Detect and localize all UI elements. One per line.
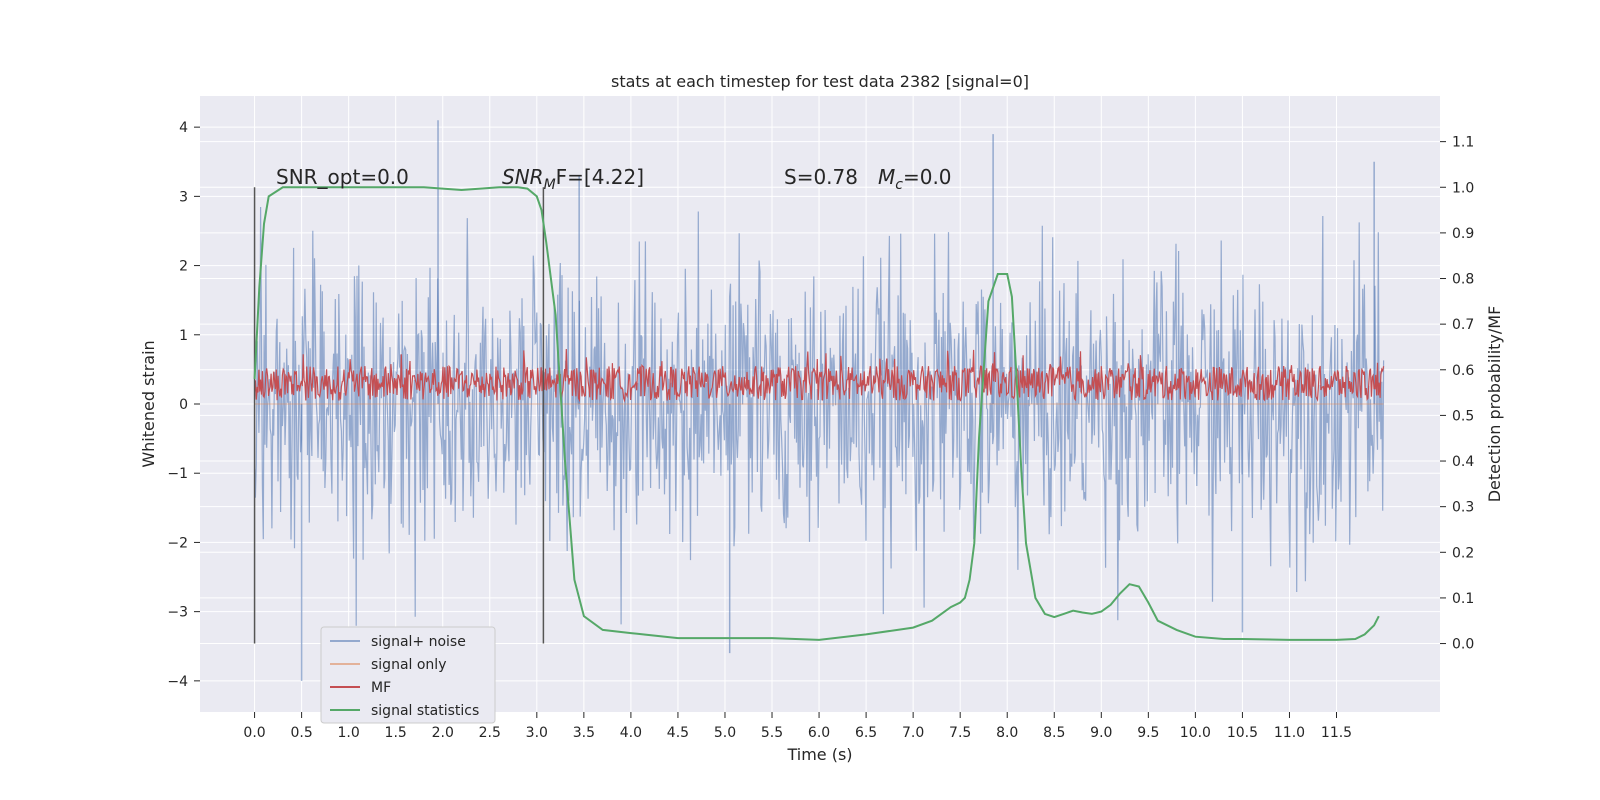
series-line-mf — [254, 348, 1385, 403]
x-tick-label: 1.0 — [338, 725, 360, 741]
x-tick-label: 6.5 — [855, 725, 877, 741]
y-right-tick-label: 0.5 — [1452, 408, 1474, 424]
series-line-signal-statistics — [253, 186, 1380, 641]
y-axis-label: Whitened strain — [139, 340, 158, 467]
legend-label-signal-only: signal only — [371, 657, 446, 673]
x-tick-label: 3.5 — [573, 725, 595, 741]
x-tick-label: 8.0 — [996, 725, 1018, 741]
x-tick-label: 7.0 — [902, 725, 924, 741]
legend-label-signal-noise: signal+ noise — [371, 634, 466, 650]
x-tick-label: 4.0 — [620, 725, 642, 741]
legend-label-signal-statistics: signal statistics — [371, 703, 479, 719]
x-tick-label: 4.5 — [667, 725, 689, 741]
annotation-mc-label: M — [878, 165, 895, 189]
x-tick-label: 7.5 — [949, 725, 971, 741]
y-right-tick-label: 0.3 — [1452, 500, 1474, 516]
x-tick-label: 2.5 — [479, 725, 501, 741]
annotation-snr-mf: SNRMF=[4.22] — [502, 165, 644, 193]
y-tick-label: −1 — [167, 466, 188, 482]
x-tick-label: 9.0 — [1090, 725, 1112, 741]
x-tick-label: 1.5 — [385, 725, 407, 741]
chart-title: stats at each timestep for test data 238… — [611, 72, 1029, 91]
series-signal-statistics — [253, 186, 1380, 641]
x-tick-label: 0.0 — [243, 725, 265, 741]
y-tick-label: 1 — [179, 328, 188, 344]
y-tick-label: 3 — [179, 189, 188, 205]
y-ticks-right: 1.1 1.0 0.9 0.8 0.7 0.6 0.5 0.4 0.3 0.2 0.1 0.0 — [1440, 135, 1474, 653]
y-tick-label: −3 — [167, 605, 188, 621]
y-right-tick-label: 1.0 — [1452, 180, 1474, 196]
y-right-tick-label: 0.1 — [1452, 591, 1474, 607]
y-right-tick-label: 0.6 — [1452, 363, 1474, 379]
y-right-tick-label: 1.1 — [1452, 135, 1474, 151]
marker-lines — [253, 187, 545, 644]
legend-box — [320, 626, 496, 724]
annotation-snr-mf-prefix: SNR — [502, 165, 544, 189]
x-tick-label: 11.0 — [1274, 725, 1305, 741]
y-tick-label: 2 — [179, 259, 188, 275]
y-right-tick-label: 0.7 — [1452, 317, 1474, 333]
x-tick-label: 11.5 — [1321, 725, 1352, 741]
legend-label-mf: MF — [371, 680, 391, 696]
x-tick-label: 6.0 — [808, 725, 830, 741]
annotation-mc: Mc=0.0 — [878, 165, 952, 193]
x-tick-label: 5.5 — [761, 725, 783, 741]
x-tick-label: 9.5 — [1137, 725, 1159, 741]
series-signal-noise — [254, 120, 1385, 681]
y-tick-label: −4 — [167, 674, 188, 690]
x-tick-label: 10.5 — [1227, 725, 1258, 741]
x-axis-label: Time (s) — [786, 745, 852, 764]
annotation-snr-mf-suffix: F=[4.22] — [556, 165, 644, 189]
annotation-mc-value: =0.0 — [903, 165, 952, 189]
x-tick-label: 10.0 — [1180, 725, 1211, 741]
x-tick-label: 2.0 — [432, 725, 454, 741]
y-right-tick-label: 0.2 — [1452, 545, 1474, 561]
y-tick-label: −2 — [167, 535, 188, 551]
y-right-tick-label: 0.0 — [1452, 637, 1474, 653]
y-axis-label-right: Detection probability/MF — [1485, 306, 1504, 503]
x-ticks: 0.0 0.5 1.0 1.5 2.0 2.5 3.0 3.5 4.0 4.5 5.0 5.5 6.0 6… — [243, 712, 1352, 741]
annotation-snr-opt: SNR_opt=0.0 — [276, 165, 409, 189]
y-tick-label: 0 — [179, 397, 188, 413]
x-tick-label: 0.5 — [290, 725, 312, 741]
annotation-mc-sub: c — [895, 177, 903, 193]
y-right-tick-label: 0.9 — [1452, 226, 1474, 242]
y-right-tick-label: 0.4 — [1452, 454, 1474, 470]
series-mf — [254, 348, 1385, 405]
x-tick-label: 3.0 — [526, 725, 548, 741]
annotation-snr-mf-sub: M — [544, 177, 556, 193]
y-tick-label: 4 — [179, 120, 188, 136]
legend: signal+ noise signal only MF signal stat… — [320, 626, 496, 724]
x-tick-label: 5.0 — [714, 725, 736, 741]
series-line-signal-noise — [254, 206, 1385, 626]
x-tick-label: 8.5 — [1043, 725, 1065, 741]
y-right-tick-label: 0.8 — [1452, 272, 1474, 288]
annotation-s: S=0.78 — [784, 165, 858, 189]
y-ticks: 4 3 2 1 0 −1 −2 −3 −4 — [167, 120, 200, 690]
